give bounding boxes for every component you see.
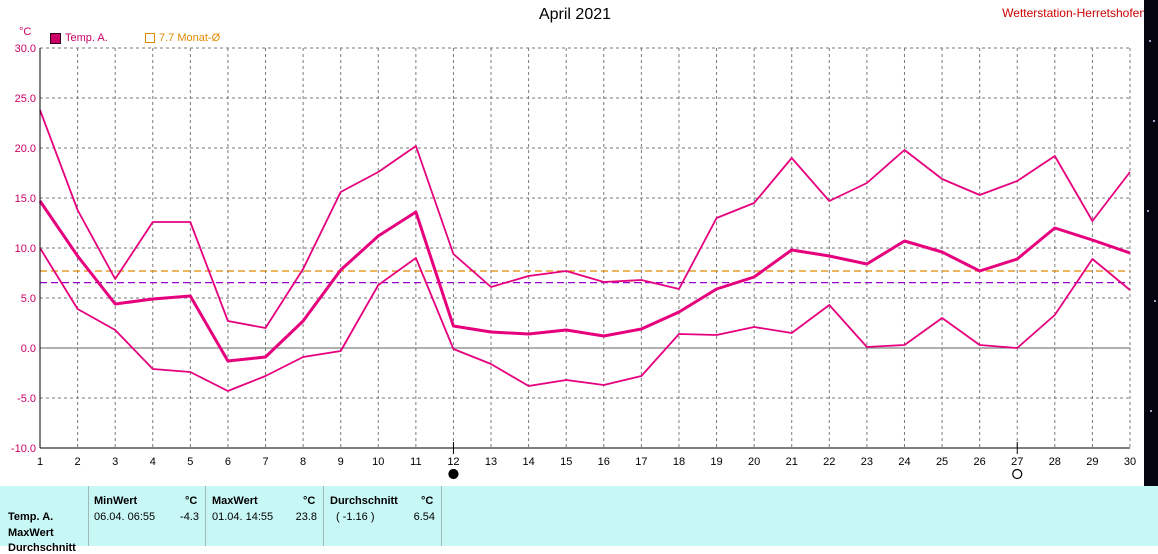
x-tick-label: 16 [598,456,610,468]
x-tick-label: 9 [338,456,344,468]
max-value: 23.8 [295,511,317,523]
avg-header: Durchschnitt [330,495,398,507]
series-lines [38,109,1131,392]
min-header: MinWert [94,495,138,507]
summary-row-label-2: MaxWert [8,527,54,539]
avg-value: 6.54 [413,511,435,523]
x-tick-label: 7 [262,456,268,468]
max-when: 01.04. 14:55 [212,511,274,523]
legend-average: 7.7 Monat-Ø [145,32,220,44]
y-tick-label: -5.0 [17,393,36,405]
series-line-min [39,247,1131,392]
min-value: -4.3 [180,511,199,523]
max-unit: °C [303,495,316,507]
chart-title: April 2021 [538,6,612,23]
x-tick-label: 24 [898,456,910,468]
legend-series-label: Temp. A. [65,32,108,44]
y-tick-label: 25.0 [15,93,36,105]
x-tick-label: 5 [187,456,193,468]
station-name: Wetterstation-Herretshofen [1002,6,1146,20]
grid [39,47,1131,449]
legend-average-label: 7.7 Monat-Ø [159,32,221,44]
legend-swatch-series [50,32,61,44]
x-tick-label: 21 [786,456,798,468]
series-line-mean [38,200,1131,363]
x-tick-label: 27 [1011,456,1023,468]
y-tick-label: 10.0 [15,243,36,255]
x-tick-label: 23 [861,456,873,468]
y-tick-label: 5.0 [21,293,36,305]
y-tick-label: 0.0 [21,343,36,355]
legend-swatch-average [145,33,155,43]
x-tick-label: 4 [150,456,156,468]
moon-phase-markers [448,442,1023,480]
x-tick-label: 10 [372,456,384,468]
x-tick-label: 29 [1086,456,1098,468]
y-tick-label: 15.0 [15,193,36,205]
x-tick-label: 2 [75,456,81,468]
x-tick-label: 11 [410,456,421,468]
summary-row-label-3: Durchschnitt [8,542,76,554]
min-unit: °C [185,495,198,507]
panel-divider [441,486,442,546]
max-header: MaxWert [212,495,258,507]
panel-divider [323,486,324,546]
x-tick-label: 3 [112,456,118,468]
x-tick-label: 18 [673,456,685,468]
x-tick-label: 15 [560,456,572,468]
y-tick-label: 20.0 [15,143,36,155]
full-moon-icon [1012,468,1023,480]
x-tick-label: 8 [300,456,306,468]
x-tick-label: 14 [522,456,534,468]
x-tick-label: 13 [485,456,497,468]
x-tick-label: 19 [710,456,722,468]
legend-series: Temp. A. [50,32,108,44]
reference-lines [40,270,1130,284]
axes: 30.025.020.015.010.05.00.0-5.0-10.01 2 3 4 5… [11,43,1136,468]
x-tick-label: 6 [225,456,231,468]
x-tick-label: 30 [1124,456,1136,468]
x-tick-label: 22 [823,456,835,468]
panel-divider [205,486,206,546]
y-axis-unit: °C [19,26,32,38]
x-tick-label: 12 [447,456,459,468]
series-line-max [39,109,1131,329]
panel-divider [88,486,89,546]
x-tick-label: 1 [37,456,43,468]
x-tick-label: 20 [748,456,760,468]
avg-note: ( -1.16 ) [336,511,375,523]
x-tick-label: 26 [974,456,986,468]
new-moon-icon [448,468,459,480]
avg-unit: °C [421,495,434,507]
summary-row-label: Temp. A. [8,511,54,523]
x-tick-label: 25 [936,456,948,468]
min-when: 06.04. 06:55 [94,511,156,523]
background-image-strip [1144,0,1158,486]
x-tick-label: 28 [1049,456,1061,468]
y-tick-label: 30.0 [15,43,36,55]
y-tick-label: -10.0 [11,443,36,455]
summary-panel: Temp. A. MaxWert Durchschnitt MinWert °C… [0,486,1158,554]
x-tick-label: 17 [635,456,647,468]
